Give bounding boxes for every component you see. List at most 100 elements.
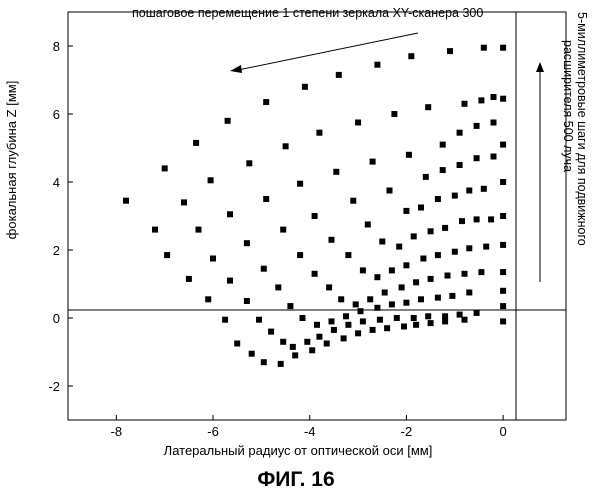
data-point: [396, 244, 402, 250]
data-point: [449, 293, 455, 299]
data-point: [329, 318, 335, 324]
data-point: [435, 196, 441, 202]
data-point: [418, 205, 424, 211]
data-point: [447, 48, 453, 54]
scatter-chart: -8-6-4-20-202468 пошаговое перемещение 1…: [0, 0, 592, 470]
data-point: [287, 303, 293, 309]
data-point: [365, 222, 371, 228]
data-point: [249, 351, 255, 357]
top-arrow: [238, 33, 418, 70]
data-point: [457, 312, 463, 318]
data-point: [152, 227, 158, 233]
data-point: [462, 101, 468, 107]
top-annotation: пошаговое перемещение 1 степени зеркала …: [132, 6, 483, 20]
right-annotation: 5-миллиметровые шаги для подвижного расш…: [561, 12, 589, 246]
data-point: [358, 308, 364, 314]
x-axis-label: Латеральный радиус от оптической оси [мм…: [164, 443, 433, 458]
data-point: [312, 213, 318, 219]
data-point: [210, 256, 216, 262]
x-tick-label: 0: [500, 424, 507, 439]
data-point: [483, 244, 489, 250]
data-point: [411, 315, 417, 321]
data-point: [234, 341, 240, 347]
data-point: [442, 225, 448, 231]
data-point: [440, 167, 446, 173]
data-point: [403, 208, 409, 214]
data-point: [164, 252, 170, 258]
data-point: [256, 317, 262, 323]
data-point: [162, 165, 168, 171]
data-point: [345, 252, 351, 258]
data-point: [227, 278, 233, 284]
data-point: [466, 290, 472, 296]
data-point: [244, 298, 250, 304]
data-point: [316, 334, 322, 340]
data-point: [374, 62, 380, 68]
data-point: [225, 118, 231, 124]
data-points: [123, 45, 506, 367]
data-point: [384, 325, 390, 331]
data-point: [370, 327, 376, 333]
data-point: [244, 240, 250, 246]
data-point: [478, 97, 484, 103]
data-point: [297, 252, 303, 258]
data-point: [500, 318, 506, 324]
data-point: [280, 339, 286, 345]
data-point: [474, 310, 480, 316]
data-point: [423, 174, 429, 180]
data-point: [425, 313, 431, 319]
right-annotation-line1: 5-миллиметровые шаги для подвижного: [575, 12, 589, 246]
data-point: [500, 242, 506, 248]
data-point: [222, 317, 228, 323]
data-point: [345, 322, 351, 328]
data-point: [333, 169, 339, 175]
data-point: [425, 104, 431, 110]
data-point: [462, 271, 468, 277]
y-axis-label: фокальная глубина Z [мм]: [4, 81, 19, 240]
data-point: [336, 72, 342, 78]
data-point: [435, 295, 441, 301]
data-point: [314, 322, 320, 328]
y-tick-label: 2: [53, 243, 60, 258]
data-point: [329, 237, 335, 243]
y-tick-label: 6: [53, 107, 60, 122]
data-point: [300, 315, 306, 321]
data-point: [413, 279, 419, 285]
data-point: [474, 155, 480, 161]
data-point: [290, 344, 296, 350]
data-point: [123, 198, 129, 204]
data-point: [491, 120, 497, 126]
data-point: [403, 262, 409, 268]
data-point: [411, 233, 417, 239]
data-point: [391, 111, 397, 117]
data-point: [474, 123, 480, 129]
data-point: [208, 177, 214, 183]
x-tick-label: -8: [111, 424, 123, 439]
data-point: [457, 162, 463, 168]
data-point: [491, 154, 497, 160]
data-point: [343, 313, 349, 319]
data-point: [309, 347, 315, 353]
axis-ticks: -8-6-4-20-202468: [48, 39, 506, 439]
y-tick-label: -2: [48, 379, 60, 394]
data-point: [466, 188, 472, 194]
right-annotation-line2: расширителя 500 луча: [561, 40, 575, 172]
data-point: [181, 199, 187, 205]
data-point: [186, 276, 192, 282]
top-arrow-head: [230, 65, 242, 73]
data-point: [338, 296, 344, 302]
data-point: [435, 252, 441, 258]
x-tick-label: -2: [401, 424, 413, 439]
data-point: [420, 256, 426, 262]
data-point: [440, 142, 446, 148]
data-point: [370, 159, 376, 165]
data-point: [304, 339, 310, 345]
y-tick-label: 4: [53, 175, 60, 190]
data-point: [491, 94, 497, 100]
data-point: [261, 359, 267, 365]
data-point: [478, 269, 484, 275]
data-point: [360, 267, 366, 273]
data-point: [292, 352, 298, 358]
data-point: [387, 188, 393, 194]
data-point: [452, 249, 458, 255]
